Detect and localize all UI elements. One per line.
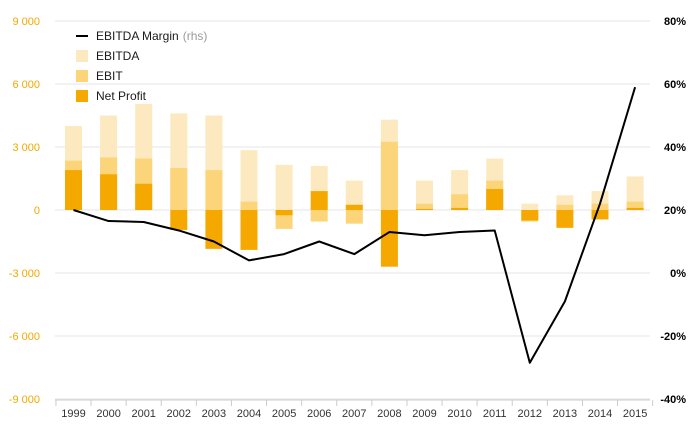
left-tick-label: -3 000: [9, 268, 40, 280]
x-tick-label: 2015: [623, 408, 647, 420]
right-tick-label: 40%: [664, 142, 686, 154]
legend-swatch: [76, 70, 88, 82]
x-tick-label: 2012: [518, 408, 542, 420]
ebit-bar: [170, 168, 188, 210]
net-profit-bar: [591, 210, 609, 220]
legend-label: EBITDA: [96, 49, 139, 63]
bars: [65, 103, 644, 267]
x-tick-label: 2010: [447, 408, 471, 420]
right-tick-label: 0%: [670, 268, 686, 280]
x-tick-label: 2013: [553, 408, 577, 420]
x-tick-label: 2006: [307, 408, 331, 420]
x-tick-label: 2009: [412, 408, 436, 420]
ebit-bar: [345, 210, 363, 224]
ebit-bar: [591, 203, 609, 210]
ebitda-margin-line: [73, 86, 637, 364]
net-profit-bar: [626, 207, 644, 210]
ebit-bar: [240, 201, 258, 210]
x-tick-label: 2008: [377, 408, 401, 420]
ebit-bar: [451, 194, 469, 210]
left-tick-label: -6 000: [9, 331, 40, 343]
right-tick-label: 60%: [664, 79, 686, 91]
ebit-bar: [380, 141, 398, 210]
x-tick-label: 2005: [272, 408, 296, 420]
x-tick-label: 2001: [131, 408, 155, 420]
grid: [55, 20, 650, 400]
net-profit-bar: [100, 174, 118, 210]
net-profit-bar: [135, 183, 153, 210]
legend-suffix: (rhs): [183, 29, 208, 43]
right-tick-label: 80%: [664, 16, 686, 28]
net-profit-bar: [451, 207, 469, 210]
legend: EBITDA Margin (rhs) EBITDA EBIT Net Profit: [76, 29, 207, 103]
ebitda-bar: [416, 180, 433, 210]
left-tick-label: 3 000: [12, 142, 40, 154]
right-tick-label: -40%: [660, 394, 686, 406]
ebitda-bar: [275, 164, 293, 210]
right-tick-label: 20%: [664, 205, 686, 217]
x-tick-label: 2002: [167, 408, 191, 420]
ebit-bar: [205, 170, 223, 210]
net-profit-bar: [556, 210, 574, 228]
x-tick-label: 2004: [237, 408, 261, 420]
ebit-bar: [626, 201, 644, 210]
ebitda-bar: [345, 180, 363, 210]
left-tick-label: 9 000: [12, 16, 40, 28]
net-profit-bar: [65, 170, 82, 210]
ebitda-bar: [521, 203, 539, 210]
ebit-bar: [556, 204, 574, 210]
net-profit-bar: [486, 189, 504, 210]
x-tick-label: 2014: [588, 408, 612, 420]
net-profit-bar: [310, 191, 328, 210]
ebit-bar: [310, 210, 328, 222]
x-tick-label: 2000: [96, 408, 120, 420]
net-profit-bar: [416, 208, 433, 210]
left-tick-label: 6 000: [12, 79, 40, 91]
x-tick-label: 2011: [483, 408, 507, 420]
x-tick-label: 2007: [342, 408, 366, 420]
legend-swatch: [76, 50, 88, 62]
ebit-bar: [416, 203, 433, 210]
net-profit-bar: [380, 210, 398, 267]
left-tick-label: 0: [34, 205, 40, 217]
net-profit-bar: [240, 210, 258, 250]
line-series: [73, 86, 637, 364]
x-tick-label: 2003: [202, 408, 226, 420]
net-profit-bar: [275, 210, 293, 216]
net-profit-bar: [170, 210, 188, 230]
legend-label: EBITDA Margin (rhs): [96, 29, 207, 43]
net-profit-bar: [521, 210, 539, 221]
net-profit-bar: [205, 210, 223, 249]
net-profit-bar: [345, 204, 363, 210]
right-tick-label: -20%: [660, 331, 686, 343]
legend-label: EBIT: [96, 69, 123, 83]
left-tick-label: -9 000: [9, 394, 40, 406]
legend-label: Net Profit: [96, 89, 147, 103]
x-tick-label: 1999: [61, 408, 85, 420]
legend-swatch: [76, 90, 88, 102]
ebitda-bar: [240, 150, 258, 210]
axes: 9 000 6 000 3 000 0 -3 000 -6 000 -9 000 80% 60%…: [9, 16, 686, 420]
